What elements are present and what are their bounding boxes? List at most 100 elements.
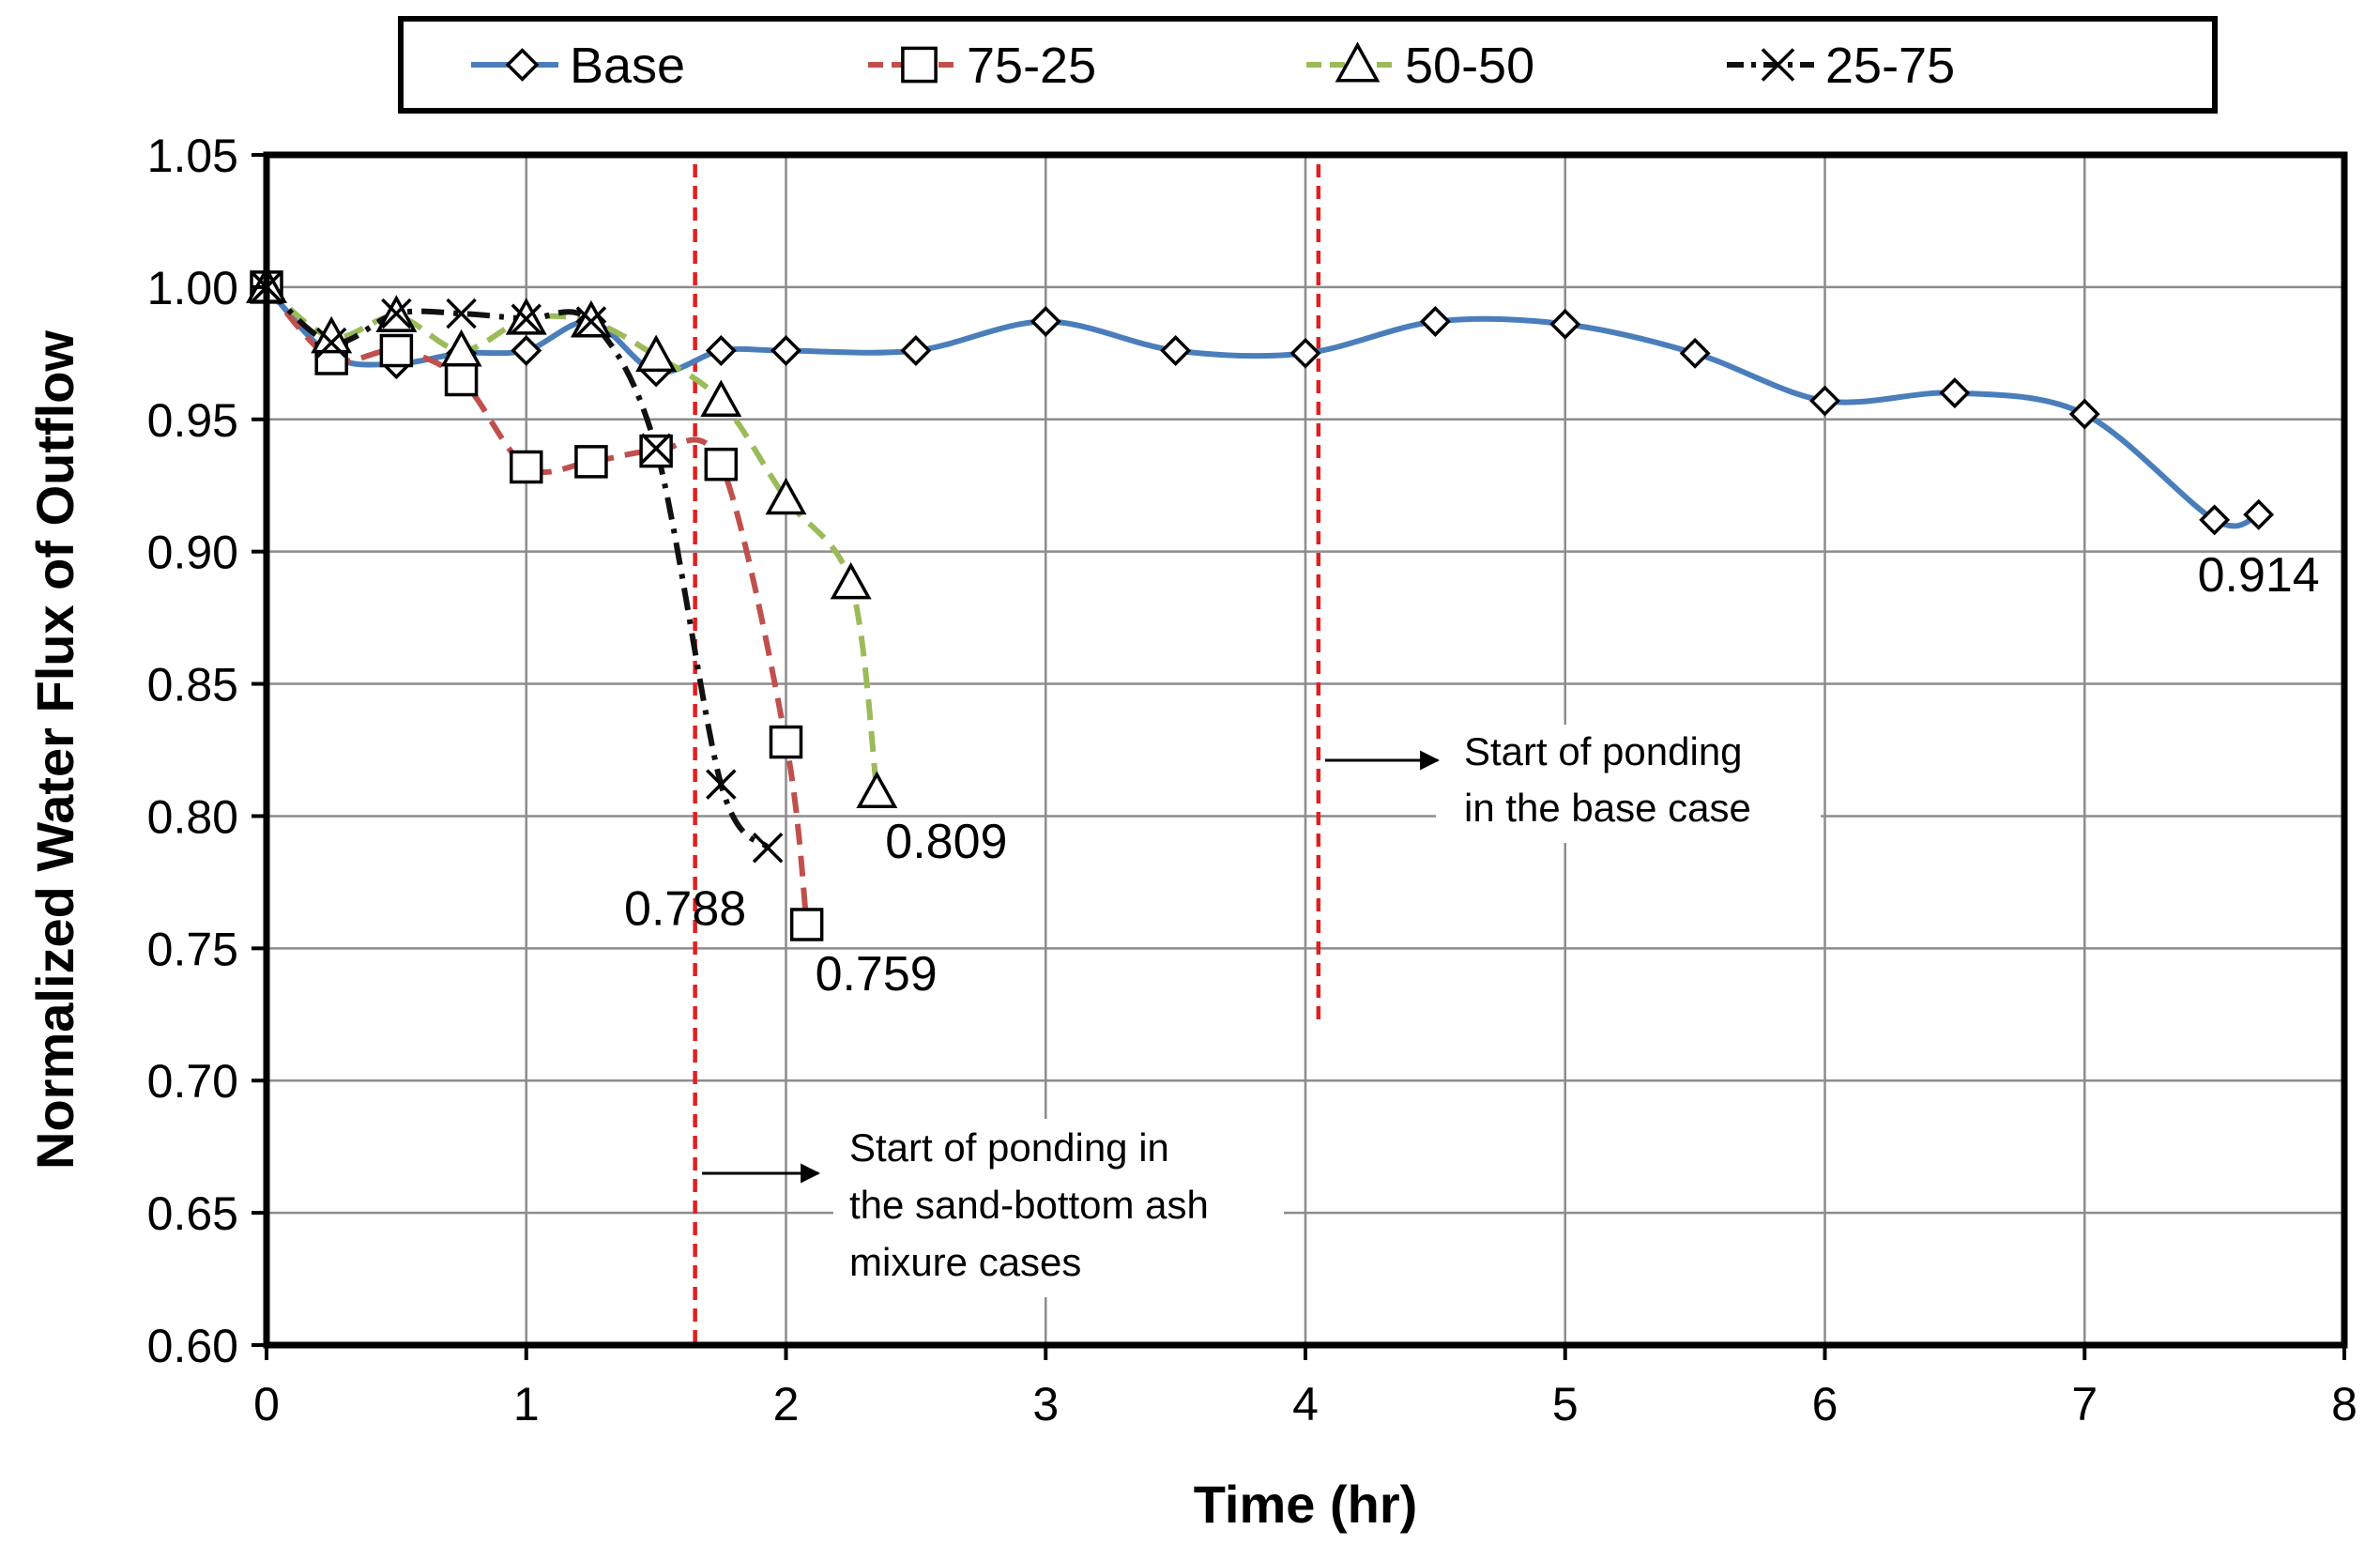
annotation-1-line-2: mixure cases <box>849 1240 1081 1284</box>
annotation-1-line-1: the sand-bottom ash <box>849 1183 1209 1227</box>
marker-25-75-1-stroke-b <box>315 327 347 359</box>
marker-75-25-9 <box>789 908 824 941</box>
legend-entry-25-75: 25-75 <box>1727 38 1955 94</box>
data-label-3: 0.759 <box>816 947 938 1002</box>
series-line-75-25 <box>264 284 810 925</box>
marker-25-75-4-stroke-b <box>511 303 542 334</box>
x-tick-label-8: 8 <box>2331 1378 2357 1430</box>
data-labels: 0.914 0.809 0.788 0.759 <box>624 548 2320 1002</box>
y-tick-label-6: 0.90 <box>147 527 238 579</box>
legend-marker-25-75 <box>1761 48 1795 82</box>
y-tick-label-0: 0.60 <box>147 1320 238 1372</box>
x-tick-label-4: 4 <box>1292 1378 1319 1430</box>
marker-Base-7 <box>705 335 737 366</box>
annotation-1-bg <box>833 1119 1284 1297</box>
marker-Base-18 <box>2068 398 2100 430</box>
marker-25-75-8-stroke-b <box>752 833 784 864</box>
marker-Base-16 <box>1809 385 1840 417</box>
marker-50-50-1 <box>311 315 353 354</box>
marker-25-75-2-stroke-b <box>381 298 412 329</box>
marker-25-75-7-stroke-b <box>706 769 737 800</box>
marker-75-25-5 <box>574 445 608 479</box>
marker-Base-17 <box>1939 377 1971 409</box>
marker-50-50-7 <box>700 379 742 418</box>
y-tick-label-4: 0.80 <box>147 790 238 843</box>
marker-50-50-6 <box>635 334 678 373</box>
marker-50-50-9 <box>830 561 872 600</box>
y-tick-label-2: 0.70 <box>147 1055 238 1108</box>
marker-75-25-6 <box>639 434 673 468</box>
series-line-25-75 <box>264 284 770 850</box>
y-tick-label-9: 1.05 <box>147 130 238 182</box>
marker-Base-4 <box>511 335 542 366</box>
marker-75-25-7 <box>704 447 739 482</box>
series-line-Base <box>264 284 2260 529</box>
annotation-0: Start of ponding in the base case <box>1325 725 1821 843</box>
marker-Base-10 <box>1030 306 1061 337</box>
marker-25-75-4 <box>511 303 542 334</box>
marker-Base-19 <box>2199 504 2231 536</box>
x-tick-label-7: 7 <box>2071 1378 2098 1430</box>
marker-Base-8 <box>770 335 801 366</box>
marker-75-25-2 <box>379 333 414 368</box>
annotation-0-line-1: in the base case <box>1464 786 1751 830</box>
marker-Base-9 <box>900 335 932 366</box>
x-tick-label-5: 5 <box>1552 1378 1579 1430</box>
annotation-1: Start of ponding in the sand-bottom ash mi… <box>702 1119 1284 1297</box>
marker-25-75-7 <box>706 769 737 800</box>
legend-marker-50-50 <box>1335 41 1381 83</box>
y-axis-title: Normalized Water Flux of Outflow <box>25 330 84 1170</box>
marker-25-75-6 <box>640 433 672 465</box>
marker-25-75-3-stroke-b <box>446 298 477 329</box>
data-label-1: 0.809 <box>885 815 1007 869</box>
series-markers <box>246 266 2275 941</box>
x-axis-ticks: 0 1 2 3 4 5 6 7 8 <box>253 1345 2357 1430</box>
legend-marker-75-25 <box>901 46 938 84</box>
marker-75-25-3 <box>444 362 479 397</box>
y-tick-label-5: 0.85 <box>147 659 238 711</box>
marker-50-50-8 <box>765 477 807 515</box>
annotation-0-bg <box>1436 725 1821 843</box>
y-tick-label-1: 0.65 <box>147 1187 238 1240</box>
y-tick-label-8: 1.00 <box>147 262 238 314</box>
marker-25-75-5 <box>575 306 607 337</box>
y-tick-label-7: 0.95 <box>147 394 238 447</box>
marker-50-50-3 <box>440 329 482 367</box>
marker-25-75-8 <box>752 833 784 864</box>
legend-entry-50-50: 50-50 <box>1306 38 1534 94</box>
y-tick-label-3: 0.75 <box>147 923 238 975</box>
data-label-2: 0.788 <box>624 881 746 936</box>
marker-Base-20 <box>2243 498 2275 530</box>
legend-entry-75-25: 75-25 <box>868 38 1096 94</box>
x-tick-label-1: 1 <box>513 1378 540 1430</box>
legend-label-Base: Base <box>570 38 685 94</box>
annotation-0-line-0: Start of ponding <box>1464 729 1743 773</box>
legend: Base 75-25 50-50 25-75 <box>398 16 2218 114</box>
marker-Base-15 <box>1679 337 1711 369</box>
marker-25-75-3 <box>446 298 477 329</box>
marker-Base-13 <box>1419 306 1451 337</box>
legend-marker-Base <box>505 48 540 82</box>
legend-label-75-25: 75-25 <box>967 38 1096 94</box>
marker-Base-12 <box>1289 337 1321 369</box>
marker-Base-11 <box>1160 335 1192 366</box>
marker-Base-14 <box>1549 308 1581 340</box>
data-label-0: 0.914 <box>2198 548 2320 603</box>
marker-25-75-2 <box>381 298 412 329</box>
marker-25-75-5-stroke-b <box>575 306 607 337</box>
x-axis-title: Time (hr) <box>1194 1475 1418 1534</box>
x-tick-label-6: 6 <box>1812 1378 1838 1430</box>
legend-label-50-50: 50-50 <box>1405 38 1534 94</box>
legend-entry-Base: Base <box>471 38 685 94</box>
legend-label-25-75: 25-75 <box>1825 38 1955 94</box>
marker-75-25-8 <box>769 725 803 759</box>
x-tick-label-2: 2 <box>773 1378 800 1430</box>
x-tick-label-0: 0 <box>253 1378 280 1430</box>
marker-75-25-4 <box>510 450 543 484</box>
x-tick-label-3: 3 <box>1032 1378 1059 1430</box>
annotation-1-line-0: Start of ponding in <box>849 1125 1169 1170</box>
marker-25-75-1 <box>315 327 347 359</box>
y-axis-ticks: 0.60 0.65 0.70 0.75 0.80 0.85 0.90 0.95 1.00 1.05 <box>147 130 267 1372</box>
